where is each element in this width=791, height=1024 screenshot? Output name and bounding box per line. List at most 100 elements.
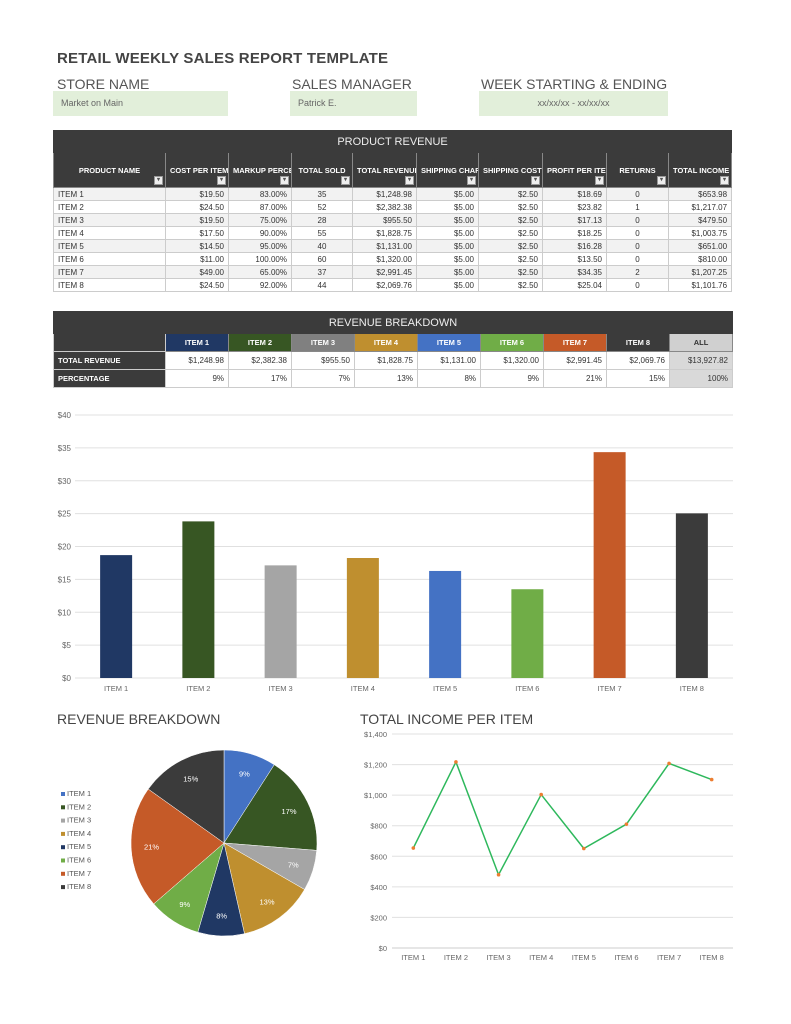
table-cell[interactable]: ITEM 1	[53, 187, 166, 201]
column-header[interactable]: MARKUP PERCENTAGE▾	[228, 152, 292, 188]
table-cell[interactable]: $2,382.38	[352, 200, 417, 214]
table-cell[interactable]: $810.00	[667, 252, 733, 266]
table-cell[interactable]: ITEM 6	[53, 252, 166, 266]
table-cell[interactable]: 83.00%	[228, 187, 292, 201]
table-cell[interactable]: $1,207.25	[667, 265, 733, 279]
table-cell[interactable]: $5.00	[416, 239, 479, 253]
filter-dropdown-icon[interactable]: ▾	[657, 176, 666, 185]
table-cell[interactable]: 0	[606, 187, 669, 201]
table-cell[interactable]: 52	[291, 200, 353, 214]
table-cell[interactable]: 92.00%	[228, 278, 292, 292]
table-cell[interactable]: 90.00%	[228, 226, 292, 240]
table-cell[interactable]: ITEM 5	[53, 239, 166, 253]
table-cell[interactable]: $24.50	[165, 200, 229, 214]
table-cell[interactable]: $1,217.07	[667, 200, 733, 214]
table-cell[interactable]: 1	[606, 200, 669, 214]
week-field[interactable]: xx/xx/xx - xx/xx/xx	[479, 91, 668, 116]
sales-manager-field[interactable]: Patrick E.	[290, 91, 417, 116]
store-name-field[interactable]: Market on Main	[53, 91, 228, 116]
table-cell[interactable]: 0	[606, 239, 669, 253]
table-cell[interactable]: 35	[291, 187, 353, 201]
table-cell[interactable]: $2.50	[478, 239, 543, 253]
table-cell[interactable]: $1,248.98	[352, 187, 417, 201]
table-cell[interactable]: ITEM 2	[53, 200, 166, 214]
table-cell[interactable]: $1,131.00	[352, 239, 417, 253]
table-cell[interactable]: $16.28	[542, 239, 607, 253]
filter-dropdown-icon[interactable]: ▾	[280, 176, 289, 185]
table-cell[interactable]: $17.13	[542, 213, 607, 227]
column-header[interactable]: SHIPPING COST PER ITEM▾	[478, 152, 543, 188]
table-cell[interactable]: 87.00%	[228, 200, 292, 214]
table-cell[interactable]: $651.00	[667, 239, 733, 253]
filter-dropdown-icon[interactable]: ▾	[595, 176, 604, 185]
table-cell[interactable]: $5.00	[416, 187, 479, 201]
table-cell[interactable]: 2	[606, 265, 669, 279]
table-cell[interactable]: 95.00%	[228, 239, 292, 253]
table-cell[interactable]: 44	[291, 278, 353, 292]
column-header[interactable]: PRODUCT NAME ▾	[53, 152, 166, 188]
table-cell[interactable]: 28	[291, 213, 353, 227]
filter-dropdown-icon[interactable]: ▾	[405, 176, 414, 185]
table-cell[interactable]: $18.69	[542, 187, 607, 201]
table-cell[interactable]: 37	[291, 265, 353, 279]
filter-dropdown-icon[interactable]: ▾	[531, 176, 540, 185]
table-cell[interactable]: $25.04	[542, 278, 607, 292]
table-cell[interactable]: $19.50	[165, 213, 229, 227]
column-header[interactable]: COST PER ITEM ▾	[165, 152, 229, 188]
filter-dropdown-icon[interactable]: ▾	[341, 176, 350, 185]
table-cell[interactable]: $14.50	[165, 239, 229, 253]
table-cell[interactable]: 75.00%	[228, 213, 292, 227]
table-cell[interactable]: ITEM 7	[53, 265, 166, 279]
filter-dropdown-icon[interactable]: ▾	[154, 176, 163, 185]
table-cell[interactable]: $653.98	[667, 187, 733, 201]
table-cell[interactable]: $5.00	[416, 252, 479, 266]
column-header[interactable]: TOTAL REVENUE ▾	[352, 152, 417, 188]
table-cell[interactable]: $24.50	[165, 278, 229, 292]
filter-dropdown-icon[interactable]: ▾	[217, 176, 226, 185]
column-header[interactable]: TOTAL SOLD ▾	[291, 152, 353, 188]
table-cell[interactable]: $49.00	[165, 265, 229, 279]
table-cell[interactable]: $23.82	[542, 200, 607, 214]
table-cell[interactable]: 40	[291, 239, 353, 253]
table-cell[interactable]: $5.00	[416, 200, 479, 214]
table-cell[interactable]: $1,828.75	[352, 226, 417, 240]
table-cell[interactable]: 0	[606, 213, 669, 227]
table-cell[interactable]: $2.50	[478, 200, 543, 214]
table-cell[interactable]: $2.50	[478, 278, 543, 292]
column-header[interactable]: RETURNS ▾	[606, 152, 669, 188]
table-cell[interactable]: $1,320.00	[352, 252, 417, 266]
table-cell[interactable]: 100.00%	[228, 252, 292, 266]
table-cell[interactable]: $955.50	[352, 213, 417, 227]
table-cell[interactable]: $13.50	[542, 252, 607, 266]
table-cell[interactable]: $2.50	[478, 252, 543, 266]
column-header[interactable]: TOTAL INCOME ▾	[667, 152, 733, 188]
table-cell[interactable]: 0	[606, 278, 669, 292]
table-cell[interactable]: $5.00	[416, 278, 479, 292]
table-cell[interactable]: $11.00	[165, 252, 229, 266]
table-cell[interactable]: $5.00	[416, 226, 479, 240]
column-header[interactable]: PROFIT PER ITEM ▾	[542, 152, 607, 188]
filter-dropdown-icon[interactable]: ▾	[467, 176, 476, 185]
table-cell[interactable]: $5.00	[416, 265, 479, 279]
table-cell[interactable]: $2.50	[478, 226, 543, 240]
table-cell[interactable]: $2,991.45	[352, 265, 417, 279]
table-cell[interactable]: $1,003.75	[667, 226, 733, 240]
filter-dropdown-icon[interactable]: ▾	[720, 176, 730, 185]
table-cell[interactable]: ITEM 4	[53, 226, 166, 240]
table-cell[interactable]: ITEM 3	[53, 213, 166, 227]
table-cell[interactable]: $17.50	[165, 226, 229, 240]
table-cell[interactable]: $2,069.76	[352, 278, 417, 292]
table-cell[interactable]: 0	[606, 226, 669, 240]
table-cell[interactable]: 65.00%	[228, 265, 292, 279]
table-cell[interactable]: $18.25	[542, 226, 607, 240]
table-cell[interactable]: $479.50	[667, 213, 733, 227]
table-cell[interactable]: $5.00	[416, 213, 479, 227]
table-cell[interactable]: 60	[291, 252, 353, 266]
table-cell[interactable]: 55	[291, 226, 353, 240]
table-cell[interactable]: $2.50	[478, 213, 543, 227]
table-cell[interactable]: 0	[606, 252, 669, 266]
table-cell[interactable]: $1,101.76	[667, 278, 733, 292]
table-cell[interactable]: $34.35	[542, 265, 607, 279]
table-cell[interactable]: $2.50	[478, 265, 543, 279]
table-cell[interactable]: ITEM 8	[53, 278, 166, 292]
